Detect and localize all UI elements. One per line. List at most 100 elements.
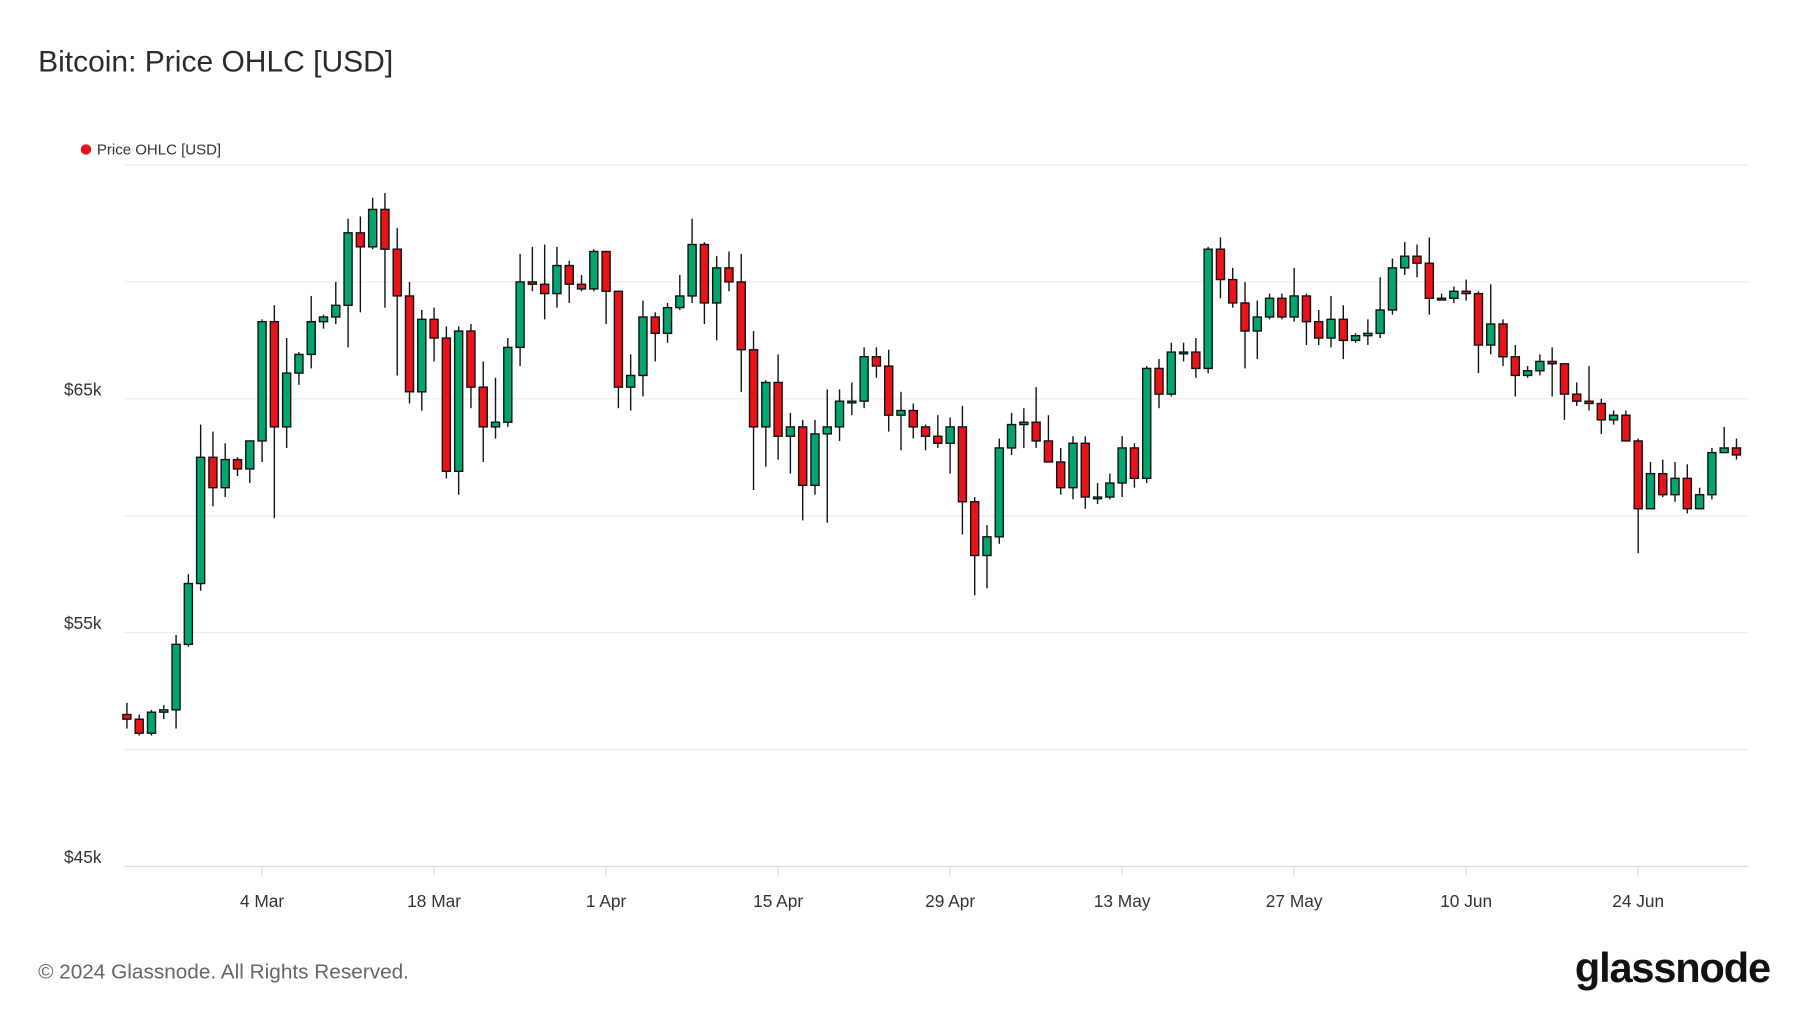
candle — [982, 525, 992, 589]
candle-body-down — [797, 426, 808, 487]
candle-body-down — [429, 318, 439, 339]
candle — [1043, 415, 1054, 463]
candle-body-up — [220, 458, 230, 489]
candle-body-up — [711, 267, 722, 304]
candle-body-up — [1694, 494, 1705, 510]
candle — [1498, 319, 1508, 367]
candle-body-down — [1621, 414, 1631, 442]
candle-body-down — [1731, 447, 1742, 456]
candle-body-up — [171, 643, 181, 711]
candle — [1375, 277, 1385, 339]
candle-body-up — [1326, 318, 1336, 339]
candle-body-up — [662, 306, 673, 335]
candle-body-down — [1473, 292, 1484, 346]
candle-body-down — [122, 713, 132, 720]
candle — [1191, 338, 1201, 378]
candle-body-down — [871, 356, 882, 367]
candle — [871, 347, 882, 378]
candle — [1166, 342, 1177, 397]
chart-title: Bitcoin: Price OHLC [USD] — [38, 43, 394, 79]
candle — [183, 574, 194, 647]
candle-body-up — [1670, 477, 1680, 496]
candle — [724, 251, 734, 292]
candle — [699, 242, 710, 325]
candle-body-down — [1031, 421, 1041, 442]
candle — [785, 412, 796, 474]
candle-body-down — [969, 501, 980, 557]
candle — [957, 405, 968, 535]
candle-body-down — [601, 250, 611, 292]
candle-body-up — [1252, 316, 1263, 332]
candle-body-up — [1006, 423, 1017, 449]
candle-body-up — [1092, 496, 1103, 500]
candle — [1240, 281, 1250, 369]
legend[interactable]: Price OHLC [USD] — [80, 141, 221, 158]
y-tick-label: $55k — [64, 613, 102, 633]
candle — [269, 305, 280, 519]
candle — [539, 244, 550, 320]
candle — [1707, 447, 1717, 500]
candle-body-down — [883, 365, 894, 416]
candle-body-down — [1191, 351, 1201, 370]
candle — [1449, 286, 1459, 303]
candle-body-down — [478, 386, 488, 428]
candle-body-up — [822, 426, 832, 435]
candle-body-up — [625, 374, 636, 388]
x-tick-label: 24 Jun — [1612, 891, 1664, 911]
candle-body-down — [1215, 248, 1226, 281]
candle — [613, 290, 624, 409]
candle — [687, 218, 697, 303]
candle-body-up — [318, 316, 329, 323]
x-tick-label: 18 Mar — [407, 891, 461, 911]
candle-body-up — [1608, 414, 1619, 421]
candle-body-down — [1559, 363, 1570, 395]
candle — [1387, 258, 1398, 315]
candle-body-up — [687, 243, 697, 297]
candle — [1572, 382, 1582, 406]
candles — [122, 193, 1742, 736]
candle-body-down — [1547, 360, 1557, 365]
candle-body-up — [515, 281, 525, 349]
candle — [220, 443, 230, 498]
candle-body-up — [810, 433, 820, 487]
candle-body-down — [1080, 442, 1091, 498]
candle-body-up — [453, 330, 464, 473]
candle-body-up — [331, 304, 341, 318]
candle — [1326, 295, 1336, 348]
candle — [1584, 366, 1594, 411]
candle — [650, 312, 660, 362]
candle-body-up — [343, 232, 353, 306]
candle-body-up — [859, 356, 869, 402]
candle — [675, 274, 685, 310]
candle-body-up — [159, 709, 169, 713]
candle — [1301, 293, 1312, 346]
candle — [1141, 366, 1152, 484]
candle-body-down — [933, 435, 943, 444]
candle-body-down — [1596, 402, 1607, 421]
x-axis: 4 Mar 18 Mar 1 Apr 15 Apr 29 Apr 13 May 27 May… — [240, 866, 1664, 911]
candle — [576, 274, 587, 292]
candle — [380, 193, 390, 308]
candle-body-down — [404, 295, 415, 393]
candle — [1154, 359, 1164, 409]
candle-body-down — [908, 409, 918, 428]
candle-body-down — [269, 320, 280, 428]
candle-body-down — [650, 316, 660, 335]
candle — [847, 382, 857, 416]
candle-body-up — [847, 400, 857, 404]
candle — [797, 419, 808, 521]
candle — [773, 354, 783, 460]
candle — [896, 391, 906, 451]
candle-body-up — [281, 372, 292, 428]
candle-body-up — [417, 318, 427, 393]
candle — [1006, 412, 1017, 455]
candle-body-down — [724, 267, 734, 283]
candle — [257, 319, 267, 462]
candle-body-up — [245, 440, 255, 470]
x-tick-label: 13 May — [1094, 891, 1151, 911]
candle-body-down — [1424, 262, 1435, 299]
candle-body-up — [1522, 370, 1533, 377]
candle — [1547, 347, 1557, 397]
